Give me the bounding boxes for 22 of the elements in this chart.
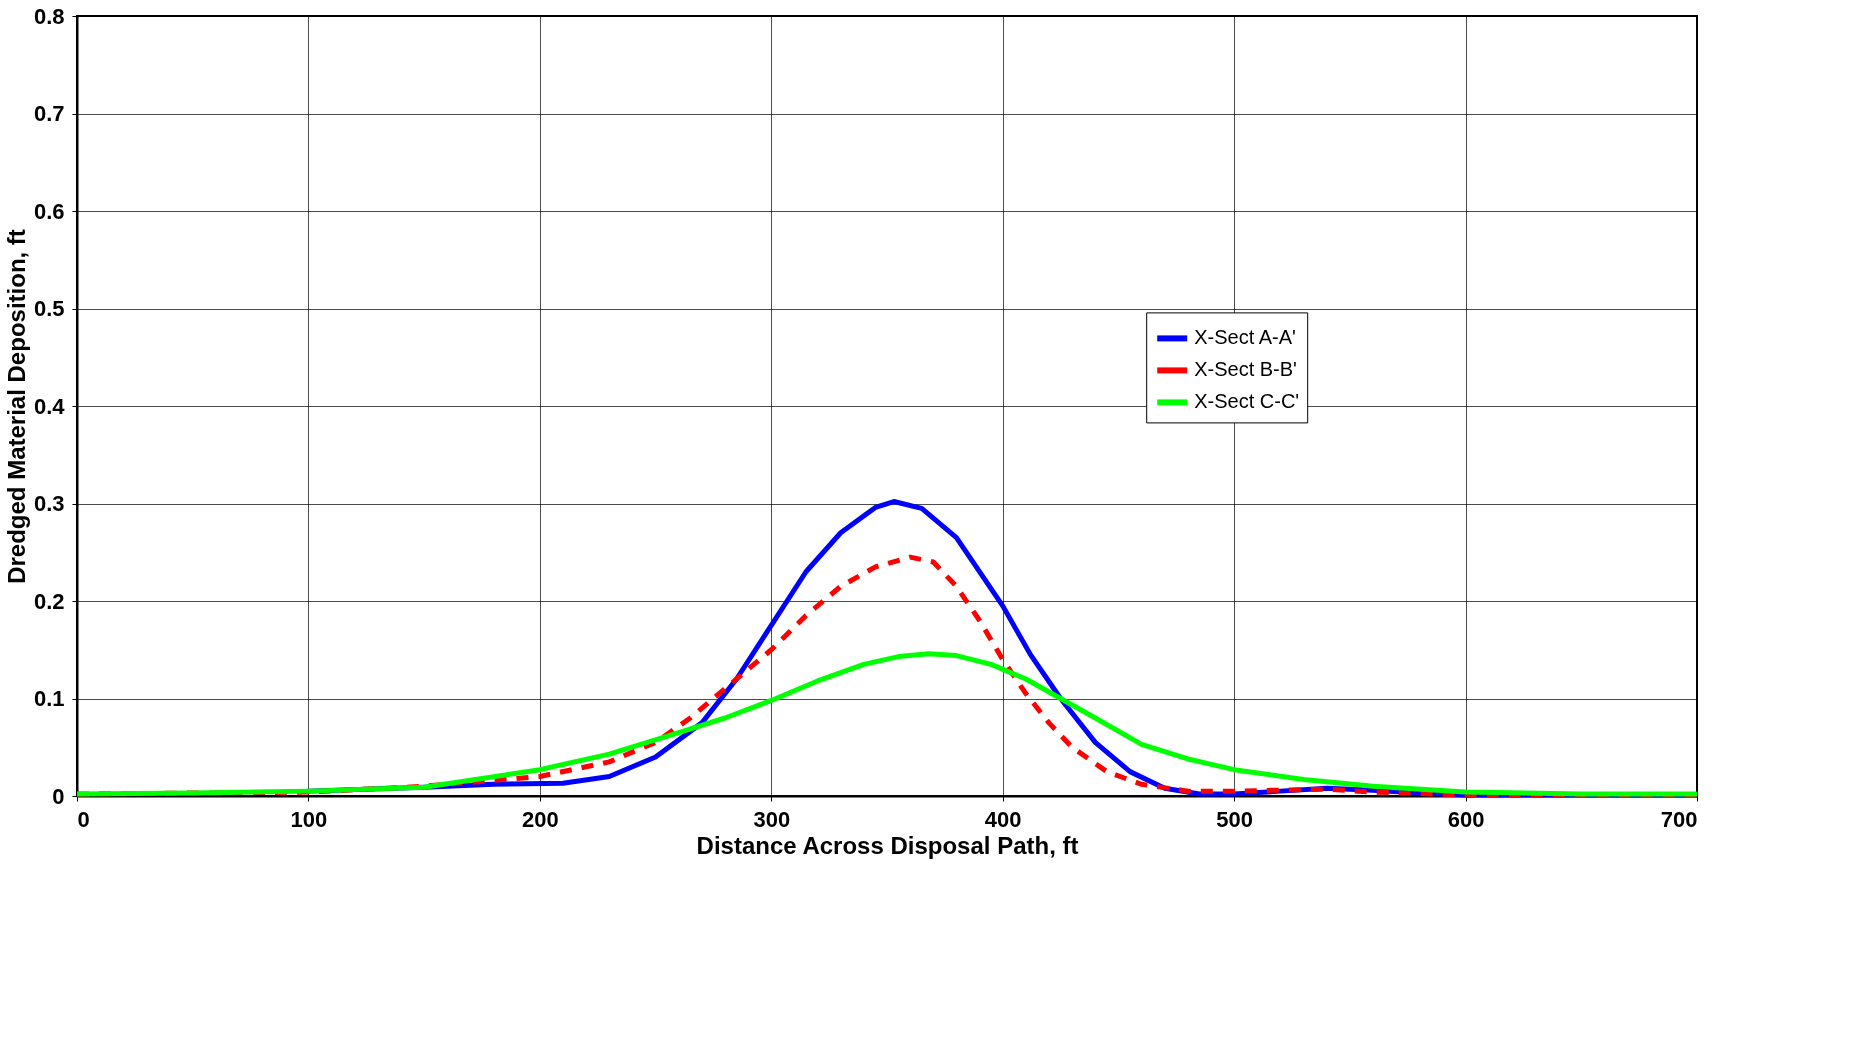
x-tick-label: 700 xyxy=(1660,806,1698,832)
y-tick-label: 0.2 xyxy=(33,588,65,614)
x-tick-label: 100 xyxy=(290,806,328,832)
x-tick-label: 500 xyxy=(1216,806,1253,832)
x-axis-title: Distance Across Disposal Path, ft xyxy=(696,831,1079,859)
legend-label: X-Sect A-A' xyxy=(1194,326,1296,349)
x-tick-label: 300 xyxy=(753,806,791,832)
legend-label: X-Sect B-B' xyxy=(1194,358,1297,381)
x-tick-label: 0 xyxy=(77,806,90,832)
y-tick-label: 0.4 xyxy=(33,393,66,419)
y-tick-label: 0.1 xyxy=(33,686,65,711)
y-tick-label: 0.8 xyxy=(33,3,65,29)
y-tick-label: 0 xyxy=(52,783,65,809)
x-tick-label: 200 xyxy=(522,806,559,832)
y-tick-label: 0.5 xyxy=(33,296,65,321)
y-axis-title: Dredged Material Deposition, ft xyxy=(2,229,30,584)
x-tick-label: 400 xyxy=(984,806,1022,832)
y-tick-label: 0.6 xyxy=(33,198,65,224)
y-tick-label: 0.7 xyxy=(33,101,65,126)
legend-label: X-Sect C-C' xyxy=(1194,390,1300,413)
y-tick-label: 0.3 xyxy=(33,491,65,516)
x-tick-label: 600 xyxy=(1447,806,1485,832)
